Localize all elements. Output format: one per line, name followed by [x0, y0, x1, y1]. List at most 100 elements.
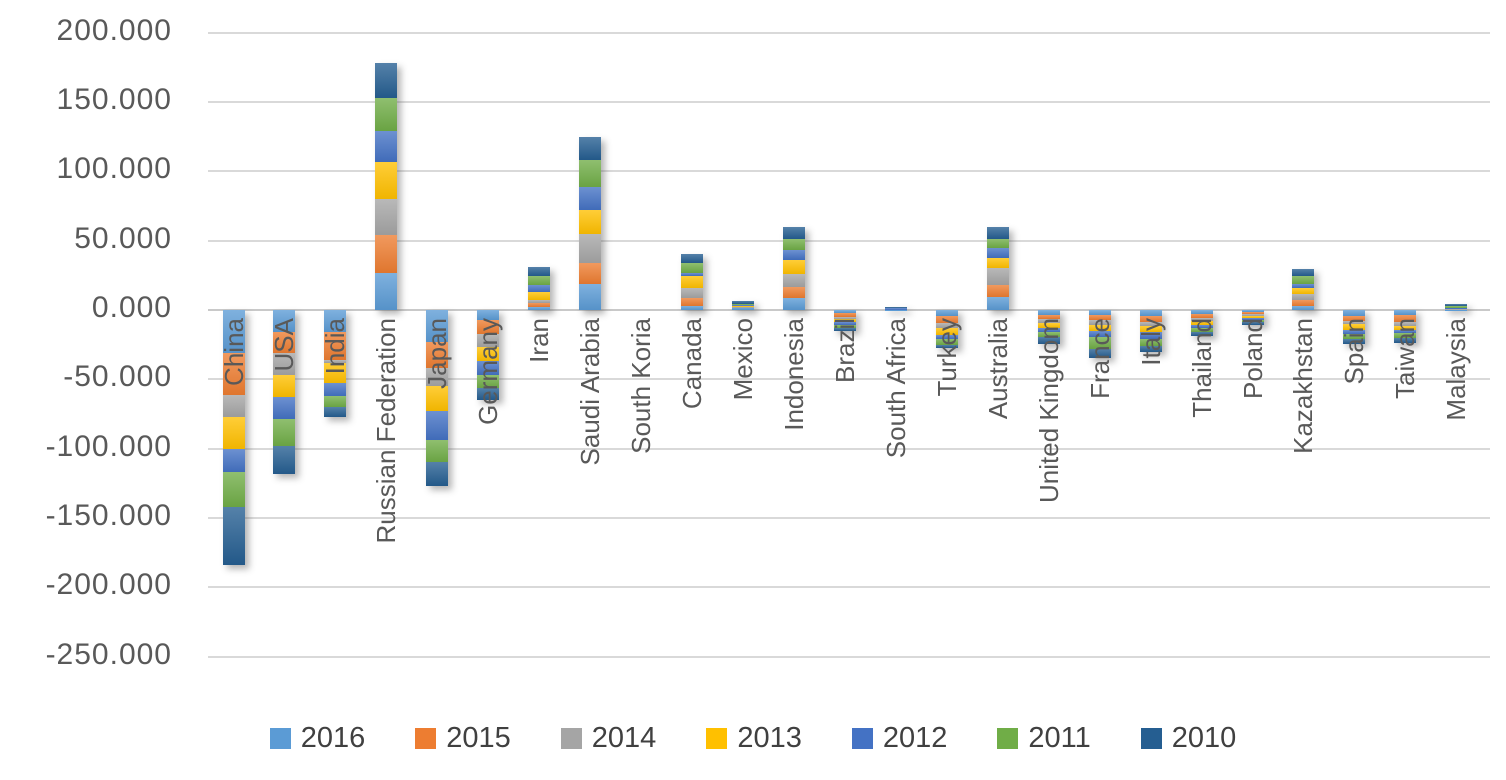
bar-segment[interactable] [681, 275, 704, 288]
bar-segment[interactable] [884, 309, 907, 311]
bar-segment[interactable] [528, 300, 551, 304]
bar-segment[interactable] [681, 297, 704, 306]
bar-segment[interactable] [273, 375, 296, 398]
bar-segment[interactable] [579, 186, 602, 211]
bar-segment[interactable] [1445, 308, 1468, 310]
bar-segment[interactable] [1088, 348, 1111, 358]
bar-segment[interactable] [986, 248, 1009, 259]
bar-segment[interactable] [579, 233, 602, 263]
bar-segment[interactable] [324, 310, 347, 333]
bar-segment[interactable] [935, 315, 958, 323]
bar-segment[interactable] [1241, 310, 1264, 312]
bar-segment[interactable] [222, 416, 245, 449]
bar-segment[interactable] [1241, 318, 1264, 321]
bar-segment[interactable] [782, 250, 805, 261]
bar-segment[interactable] [833, 318, 856, 322]
bar-segment[interactable] [681, 263, 704, 274]
bar-segment[interactable] [273, 352, 296, 376]
bar-segment[interactable] [426, 440, 449, 463]
bar-segment[interactable] [426, 368, 449, 387]
bar-segment[interactable] [833, 310, 856, 314]
bar-segment[interactable] [1139, 310, 1162, 316]
bar-segment[interactable] [833, 327, 856, 331]
bar-segment[interactable] [375, 161, 398, 200]
bar-segment[interactable] [1292, 294, 1315, 300]
bar-segment[interactable] [681, 287, 704, 298]
bar-segment[interactable] [1139, 325, 1162, 332]
bar-segment[interactable] [1394, 310, 1417, 315]
bar-segment[interactable] [1190, 325, 1213, 329]
bar-segment[interactable] [1139, 331, 1162, 339]
bar-segment[interactable] [782, 238, 805, 251]
bar-segment[interactable] [528, 285, 551, 293]
bar-segment[interactable] [1292, 269, 1315, 277]
bar-segment[interactable] [426, 411, 449, 441]
bar-segment[interactable] [1139, 315, 1162, 322]
bar-segment[interactable] [935, 310, 958, 316]
bar-segment[interactable] [1139, 338, 1162, 346]
bar-segment[interactable] [579, 136, 602, 161]
bar-segment[interactable] [1343, 329, 1366, 334]
bar-segment[interactable] [935, 338, 958, 345]
bar-segment[interactable] [273, 419, 296, 447]
bar-segment[interactable] [375, 63, 398, 98]
legend-item-2010[interactable]: 2010 [1140, 722, 1236, 755]
bar-segment[interactable] [1088, 324, 1111, 331]
bar-segment[interactable] [426, 462, 449, 486]
bar-segment[interactable] [528, 292, 551, 301]
bar-segment[interactable] [986, 227, 1009, 240]
bar-segment[interactable] [1445, 307, 1468, 309]
bar-segment[interactable] [1445, 305, 1468, 308]
legend-item-2011[interactable]: 2011 [997, 722, 1091, 755]
bar-segment[interactable] [528, 307, 551, 310]
bar-segment[interactable] [1292, 305, 1315, 311]
bar-segment[interactable] [833, 324, 856, 328]
legend-item-2012[interactable]: 2012 [851, 722, 947, 755]
bar-segment[interactable] [1292, 300, 1315, 306]
bar-segment[interactable] [579, 283, 602, 311]
bar-segment[interactable] [1394, 333, 1417, 338]
bar-segment[interactable] [833, 316, 856, 319]
bar-segment[interactable] [1088, 310, 1111, 315]
bar-segment[interactable] [1445, 303, 1468, 307]
bar-segment[interactable] [732, 305, 754, 307]
bar-segment[interactable] [986, 239, 1009, 249]
bar-segment[interactable] [1037, 310, 1060, 315]
bar-segment[interactable] [782, 287, 805, 299]
bar-segment[interactable] [935, 334, 958, 339]
bar-segment[interactable] [273, 445, 296, 474]
bar-segment[interactable] [1394, 314, 1417, 322]
bar-segment[interactable] [375, 199, 398, 236]
bar-segment[interactable] [1037, 323, 1060, 328]
bar-segment[interactable] [324, 407, 347, 417]
bar-segment[interactable] [375, 97, 398, 132]
bar-segment[interactable] [324, 383, 347, 397]
bar-segment[interactable] [273, 397, 296, 420]
bar-segment[interactable] [477, 375, 500, 389]
bar-segment[interactable] [681, 305, 704, 311]
bar-segment[interactable] [1292, 276, 1315, 285]
bar-segment[interactable] [782, 260, 805, 274]
bar-segment[interactable] [477, 310, 500, 320]
bar-segment[interactable] [1190, 318, 1213, 322]
bar-segment[interactable] [1037, 319, 1060, 324]
bar-segment[interactable] [935, 322, 958, 328]
bar-segment[interactable] [222, 310, 245, 353]
bar-segment[interactable] [1190, 328, 1213, 333]
bar-segment[interactable] [732, 304, 754, 306]
bar-segment[interactable] [1037, 337, 1060, 344]
bar-segment[interactable] [1394, 337, 1417, 343]
bar-segment[interactable] [782, 226, 805, 239]
bar-segment[interactable] [1190, 331, 1213, 336]
bar-segment[interactable] [1343, 315, 1366, 321]
bar-segment[interactable] [477, 333, 500, 348]
bar-segment[interactable] [1139, 321, 1162, 326]
bar-segment[interactable] [426, 386, 449, 412]
bar-segment[interactable] [222, 352, 245, 395]
bar-segment[interactable] [1190, 321, 1213, 326]
bar-segment[interactable] [681, 254, 704, 263]
bar-segment[interactable] [1190, 310, 1213, 315]
bar-segment[interactable] [222, 472, 245, 507]
bar-segment[interactable] [1394, 321, 1417, 326]
bar-segment[interactable] [324, 395, 347, 408]
